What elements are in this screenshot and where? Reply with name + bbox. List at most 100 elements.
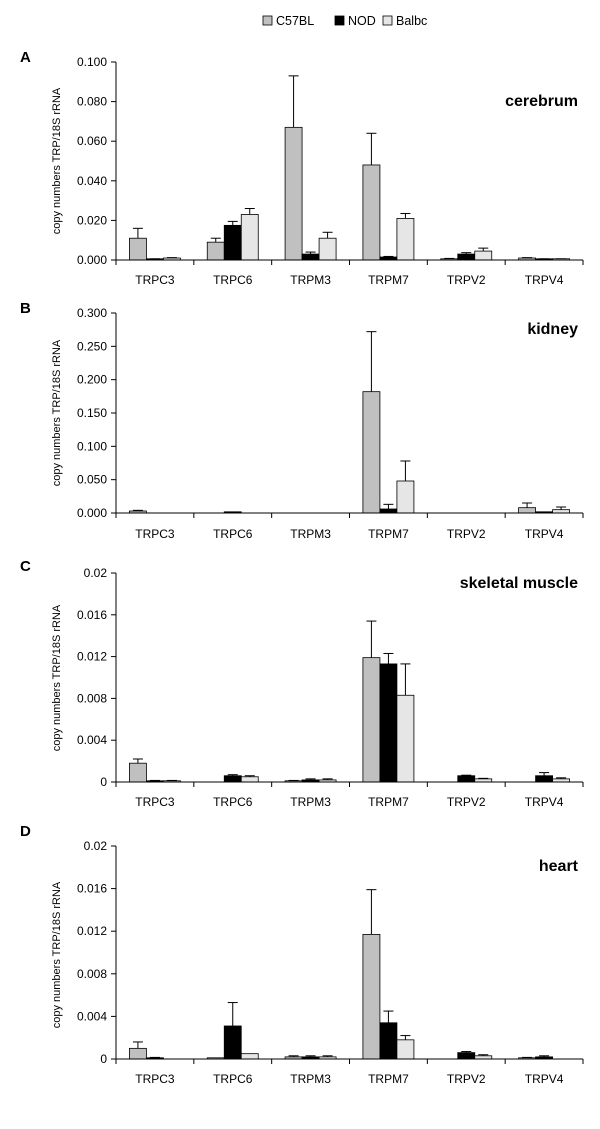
- bar-balbc-trpc6: [240, 214, 259, 261]
- panel-title: cerebrum: [505, 93, 578, 110]
- category-label: TRPV4: [525, 527, 564, 541]
- bar-c57bl-trpc3: [129, 762, 147, 783]
- bar-balbc-trpm7: [396, 218, 415, 261]
- y-tick-label: 0.012: [77, 650, 107, 664]
- y-tick-label: 0.100: [77, 55, 107, 69]
- y-tick-label: 0.300: [77, 306, 107, 320]
- bar-c57bl-trpc6: [206, 241, 225, 261]
- y-tick-label: 0.016: [77, 882, 107, 896]
- category-label: TRPM7: [368, 795, 409, 809]
- y-tick-label: 0: [100, 1052, 107, 1066]
- legend-label-c57bl: C57BL: [276, 14, 314, 28]
- y-tick-label: 0.040: [77, 174, 107, 188]
- y-tick-label: 0.004: [77, 733, 107, 747]
- category-label: TRPC3: [135, 1072, 175, 1086]
- category-label: TRPV4: [525, 1072, 564, 1086]
- y-tick-label: 0.008: [77, 691, 107, 705]
- legend-swatch-balbc: [382, 15, 393, 26]
- panel-letter: B: [20, 300, 31, 317]
- y-tick-label: 0.200: [77, 373, 107, 387]
- category-label: TRPV2: [447, 1072, 486, 1086]
- bar-balbc-trpm7: [396, 1039, 415, 1060]
- bar-nod-trpc6: [223, 224, 242, 261]
- category-label: TRPV2: [447, 527, 486, 541]
- y-tick-label: 0.020: [77, 213, 107, 227]
- bar-balbc-trpm3: [318, 237, 337, 261]
- panel-letter: A: [20, 49, 31, 66]
- y-tick-label: 0.02: [84, 839, 108, 853]
- bar-balbc-trpv2: [474, 250, 493, 261]
- legend-label-nod: NOD: [348, 14, 376, 28]
- bar-nod-trpc6: [223, 775, 242, 783]
- y-tick-label: 0: [100, 775, 107, 789]
- category-label: TRPV4: [525, 795, 564, 809]
- y-tick-label: 0.02: [84, 566, 108, 580]
- category-label: TRPC6: [213, 273, 253, 287]
- bar-balbc-trpc6: [240, 1053, 259, 1060]
- bar-c57bl-trpm3: [284, 126, 303, 261]
- bar-nod-trpv4: [535, 775, 553, 783]
- panel-title: heart: [539, 858, 579, 875]
- y-axis-label: copy numbers TRP/18S rRNA: [51, 604, 63, 751]
- category-label: TRPM7: [368, 273, 409, 287]
- y-tick-label: 0.100: [77, 439, 107, 453]
- panel-letter: C: [20, 558, 31, 575]
- bar-c57bl-trpm7: [362, 391, 381, 514]
- category-label: TRPC6: [213, 1072, 253, 1086]
- y-tick-label: 0.016: [77, 608, 107, 622]
- legend: C57BL NOD Balbc: [262, 14, 427, 28]
- category-label: TRPM3: [290, 795, 331, 809]
- category-label: TRPC3: [135, 795, 175, 809]
- y-tick-label: 0.000: [77, 506, 107, 520]
- y-tick-label: 0.080: [77, 95, 107, 109]
- bar-nod-trpm7: [379, 1022, 398, 1060]
- panel-title: kidney: [527, 321, 578, 338]
- category-label: TRPV2: [447, 273, 486, 287]
- legend-swatch-c57bl: [262, 15, 273, 26]
- y-tick-label: 0.004: [77, 1009, 107, 1023]
- bar-balbc-trpm7: [396, 480, 415, 514]
- y-axis-label: copy numbers TRP/18S rRNA: [51, 339, 63, 486]
- bar-c57bl-trpc3: [129, 1047, 147, 1060]
- y-axis-label: copy numbers TRP/18S rRNA: [51, 87, 63, 234]
- bar-c57bl-trpc3: [129, 237, 147, 261]
- bar-nod-trpv2: [457, 1052, 476, 1060]
- bar-balbc-trpm7: [396, 694, 415, 783]
- category-label: TRPM7: [368, 527, 409, 541]
- panel-title: skeletal muscle: [460, 575, 578, 592]
- bar-c57bl-trpm7: [362, 933, 381, 1060]
- category-label: TRPC6: [213, 527, 253, 541]
- category-label: TRPV4: [525, 273, 564, 287]
- category-label: TRPC3: [135, 273, 175, 287]
- panel-letter: D: [20, 823, 31, 840]
- y-tick-label: 0.008: [77, 967, 107, 981]
- category-label: TRPC6: [213, 795, 253, 809]
- bar-c57bl-trpm7: [362, 657, 381, 783]
- legend-swatch-nod: [334, 15, 345, 26]
- category-label: TRPM3: [290, 273, 331, 287]
- y-tick-label: 0.250: [77, 339, 107, 353]
- category-label: TRPM7: [368, 1072, 409, 1086]
- legend-label-balbc: Balbc: [396, 14, 427, 28]
- bar-nod-trpv2: [457, 775, 476, 783]
- bar-c57bl-trpm7: [362, 164, 381, 261]
- bar-nod-trpm7: [379, 663, 398, 783]
- bar-nod-trpm3: [301, 253, 320, 261]
- bar-c57bl-trpv4: [518, 507, 536, 514]
- category-label: TRPM3: [290, 527, 331, 541]
- y-tick-label: 0.060: [77, 134, 107, 148]
- category-label: TRPC3: [135, 527, 175, 541]
- y-tick-label: 0.050: [77, 473, 107, 487]
- bar-nod-trpc6: [223, 1025, 242, 1060]
- category-label: TRPM3: [290, 1072, 331, 1086]
- y-tick-label: 0.150: [77, 406, 107, 420]
- y-tick-label: 0.012: [77, 924, 107, 938]
- y-axis-label: copy numbers TRP/18S rRNA: [51, 881, 63, 1028]
- y-tick-label: 0.000: [77, 253, 107, 267]
